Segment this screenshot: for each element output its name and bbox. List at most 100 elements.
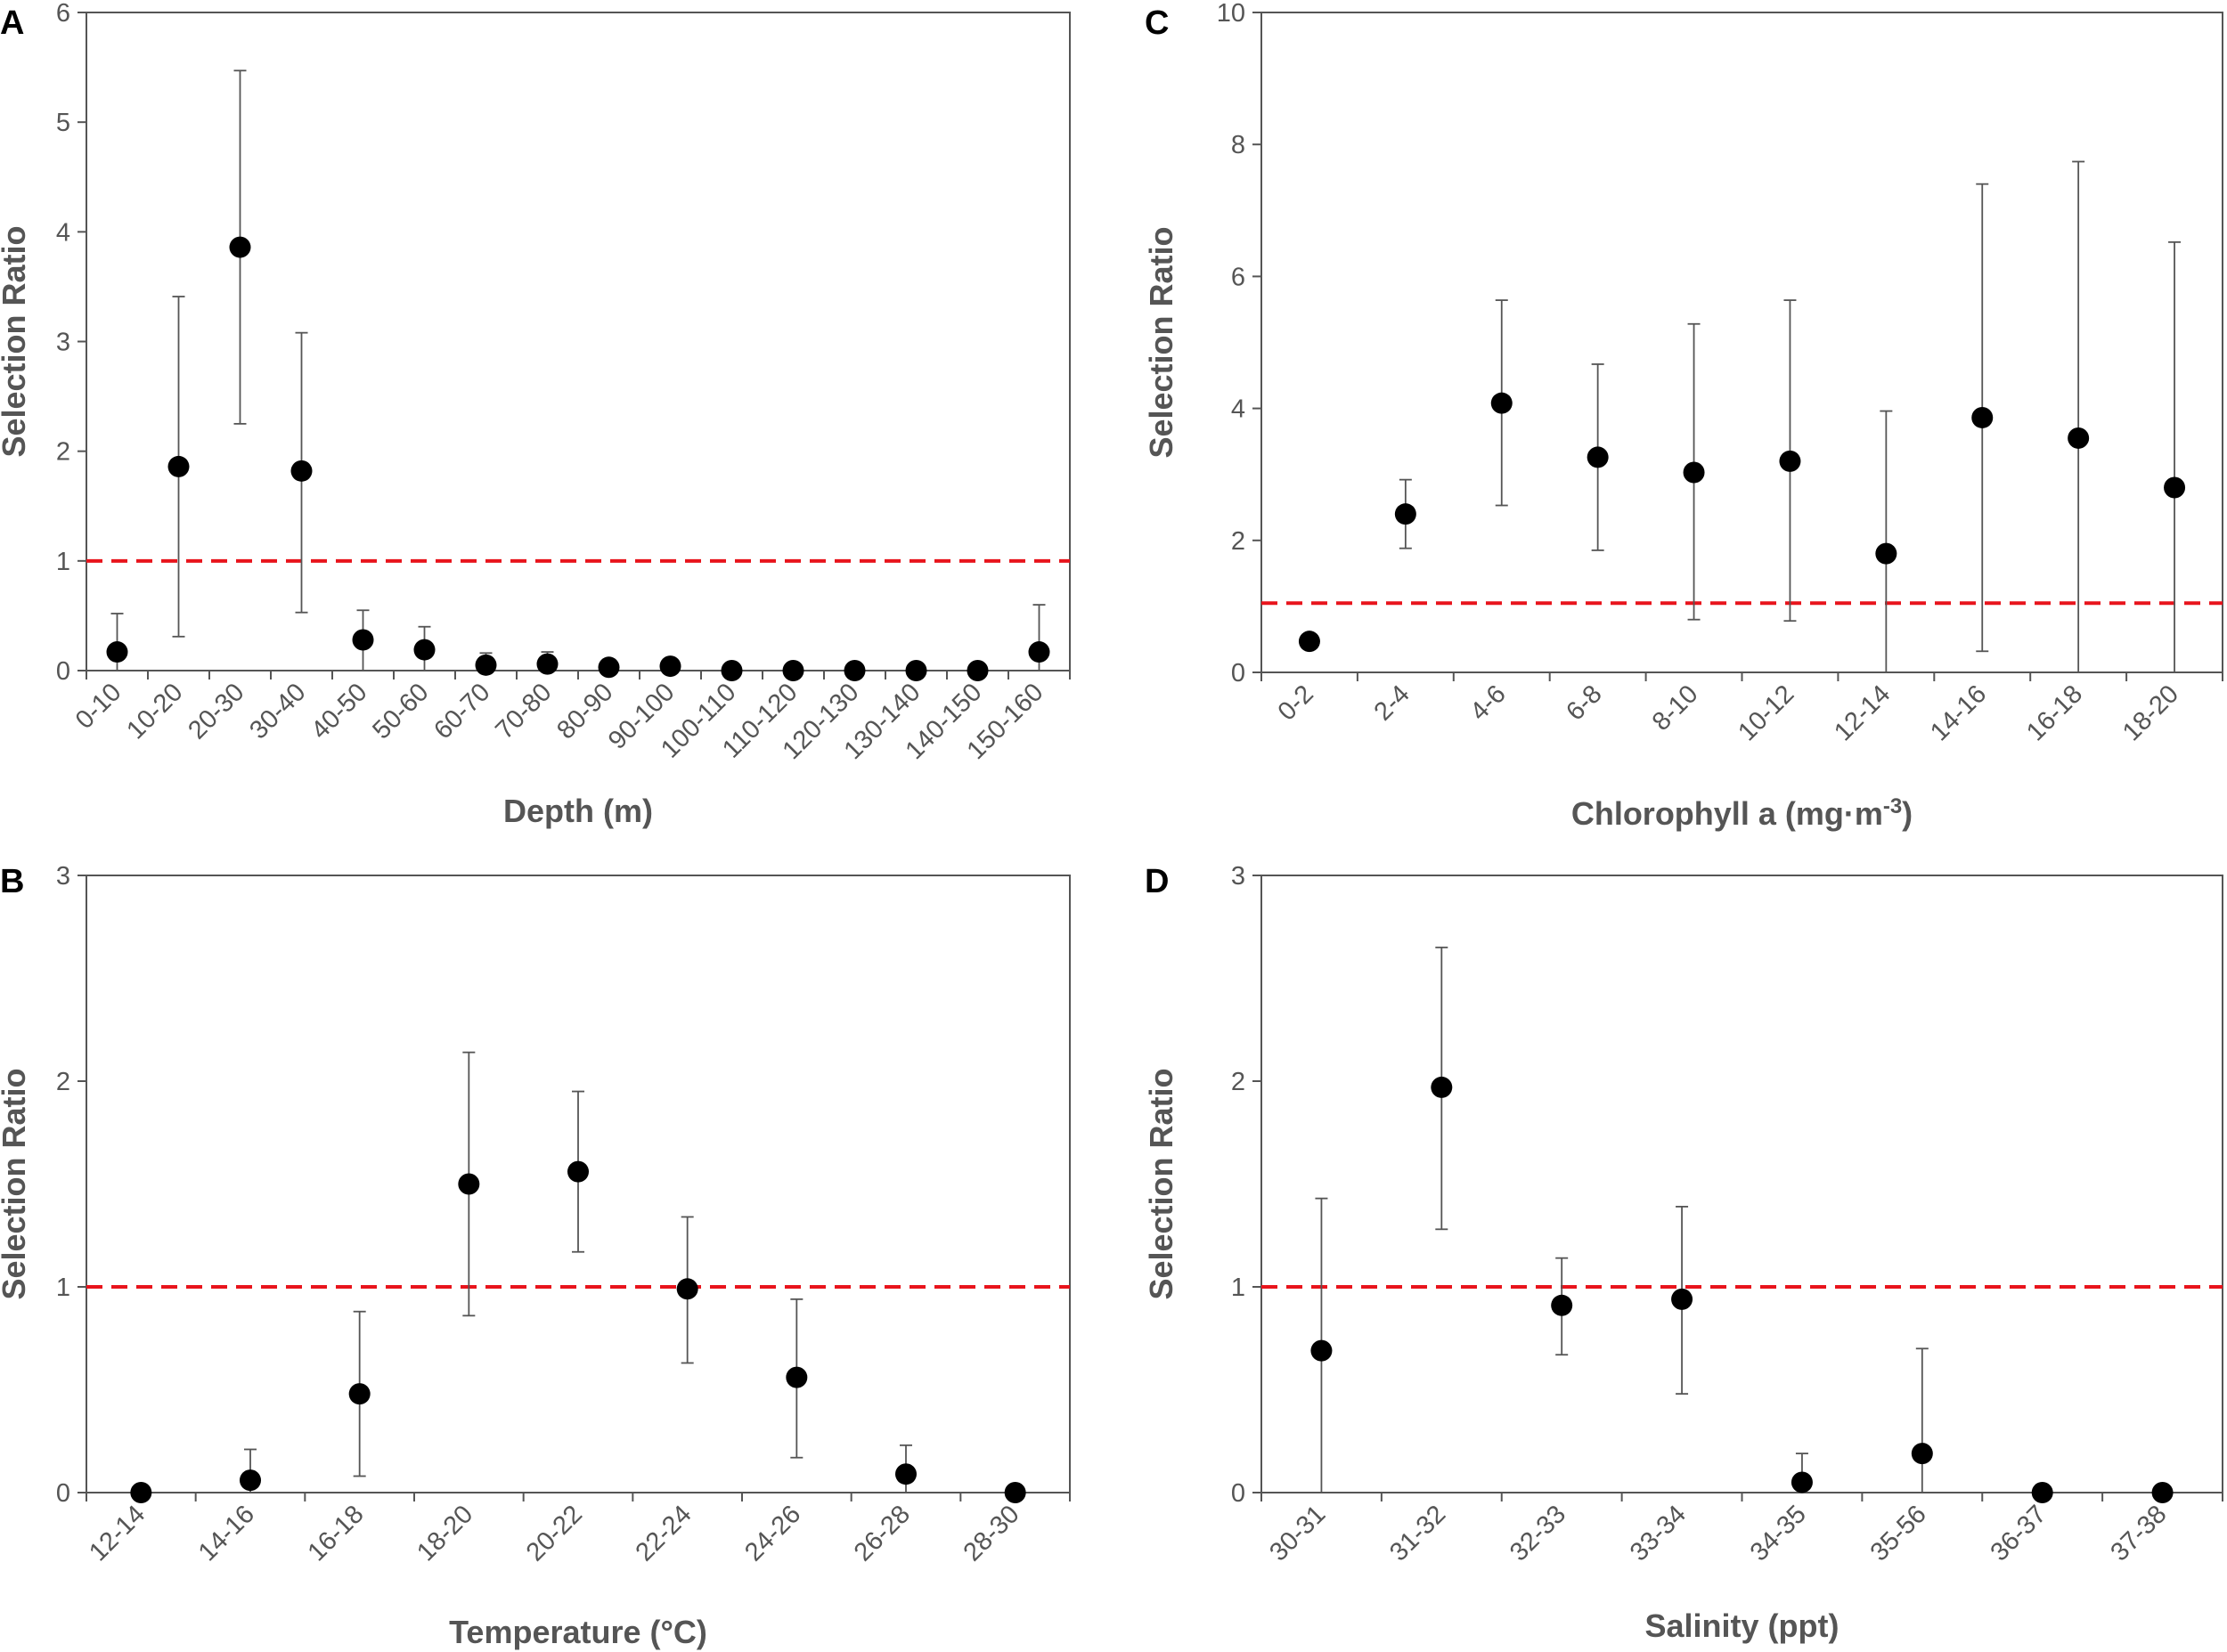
data-point	[844, 660, 866, 681]
x-tick-label: 12-14	[1829, 680, 1896, 746]
data-point	[1779, 450, 1801, 472]
y-tick-label: 3	[56, 862, 70, 891]
plot-area-frame	[1260, 875, 2223, 1493]
data-point	[786, 1366, 808, 1388]
y-tick-label: 0	[56, 1479, 70, 1508]
x-tick-label: 40-50	[306, 678, 372, 745]
data-point	[240, 1469, 261, 1492]
data-point	[1587, 446, 1609, 468]
x-tick-label: 31-32	[1384, 1500, 1451, 1567]
y-tick-label: 1	[56, 1274, 70, 1302]
y-tick-label: 0	[1231, 659, 1245, 688]
x-axis-title: Chlorophyll a (mg·m-3)	[1571, 794, 1913, 833]
data-point	[2031, 1482, 2053, 1503]
data-point	[1028, 641, 1050, 663]
data-point	[967, 660, 989, 681]
error-bar	[2072, 160, 2085, 672]
data-point	[229, 236, 251, 258]
x-tick-label: 24-26	[739, 1500, 806, 1567]
data-point	[598, 656, 620, 679]
y-tick-label: 2	[56, 438, 70, 467]
data-point	[536, 653, 559, 675]
data-point	[1298, 631, 1320, 653]
panel-label: A	[0, 4, 24, 42]
data-point	[348, 1383, 371, 1405]
panel-label: B	[0, 863, 24, 900]
x-tick-label: 16-18	[303, 1500, 370, 1567]
data-point	[659, 655, 681, 678]
x-tick-label: 35-56	[1865, 1500, 1932, 1567]
error-bar	[1880, 410, 1893, 672]
y-tick-label: 4	[1231, 395, 1245, 424]
x-tick-label: 0-2	[1273, 680, 1319, 726]
panel-B: 0 1 2 3 12-14 14-16 16-18 18-20 20-22 22-24 24-26 2…	[0, 862, 1071, 1650]
data-point	[475, 654, 497, 676]
x-tick-label: 20-30	[183, 678, 249, 745]
x-tick-label: 22-24	[631, 1500, 697, 1567]
x-tick-label: 8-10	[1647, 680, 1704, 736]
data-point	[2151, 1482, 2174, 1503]
x-tick-label: 32-33	[1505, 1500, 1571, 1567]
data-point	[1971, 406, 1994, 428]
y-tick-label: 6	[1231, 263, 1245, 291]
x-tick-label: 14-16	[1925, 680, 1992, 746]
data-point	[130, 1482, 152, 1503]
y-axis-title: Selection Ratio	[1143, 1068, 1179, 1299]
panel-C: 0 2 4 6 8 10 0-2 2-4 4-6 6-8 8-10 10-12 12-14 14-16 16…	[1143, 0, 2223, 832]
data-point	[458, 1173, 480, 1195]
x-tick-label: 36-37	[1986, 1500, 2052, 1567]
y-tick-label: 0	[1231, 1479, 1245, 1508]
x-axis-title-superscript: -3	[1883, 794, 1902, 818]
panel-D: 0 1 2 3 30-31 31-32 32-33 33-34 34-35 35-56 36-37 3…	[1143, 862, 2223, 1644]
x-tick-label: 37-38	[2105, 1500, 2172, 1567]
x-tick-label: 30-40	[244, 678, 311, 745]
data-point	[567, 1160, 589, 1183]
data-point	[1683, 461, 1705, 484]
data-point	[106, 641, 128, 663]
error-bar	[1915, 1347, 1929, 1493]
y-tick-label: 6	[56, 0, 70, 28]
data-point	[1551, 1294, 1573, 1316]
x-tick-label: 18-20	[412, 1500, 478, 1567]
y-tick-label: 1	[56, 548, 70, 576]
x-tick-label: 18-20	[2117, 680, 2184, 746]
x-tick-label: 20-22	[521, 1500, 588, 1567]
y-axis-title: Selection Ratio	[0, 225, 32, 457]
x-tick-label: 2-4	[1369, 680, 1415, 726]
panel-label: D	[1145, 863, 1169, 900]
data-point	[1911, 1443, 1933, 1465]
y-tick-label: 8	[1231, 131, 1245, 159]
plot-area-frame	[86, 12, 1071, 671]
x-tick-label: 26-28	[849, 1500, 916, 1567]
y-tick-label: 5	[56, 109, 70, 137]
data-point	[2068, 427, 2090, 449]
data-point	[676, 1278, 698, 1300]
x-tick-label: 0-10	[70, 678, 127, 735]
data-point	[1490, 392, 1513, 414]
y-tick-label: 10	[1217, 0, 1245, 28]
x-axis-title: Depth (m)	[503, 793, 653, 829]
x-tick-label: 70-80	[490, 678, 557, 745]
data-point	[290, 460, 313, 482]
y-tick-label: 2	[56, 1068, 70, 1096]
data-point	[905, 660, 927, 681]
y-tick-label: 1	[1231, 1274, 1245, 1302]
error-bar	[2168, 240, 2182, 672]
data-point	[782, 660, 804, 681]
y-tick-label: 2	[1231, 1068, 1245, 1096]
data-point	[1791, 1471, 1813, 1493]
data-point	[721, 660, 743, 681]
y-tick-label: 3	[56, 329, 70, 357]
panel-label: C	[1145, 4, 1169, 42]
data-point	[413, 639, 436, 661]
x-tick-label: 28-30	[959, 1500, 1025, 1567]
data-point	[2164, 476, 2186, 499]
data-point	[1004, 1482, 1026, 1503]
data-point	[1431, 1076, 1453, 1098]
x-tick-label: 10-20	[121, 678, 188, 745]
y-tick-label: 3	[1231, 862, 1245, 891]
y-tick-label: 0	[56, 657, 70, 686]
x-tick-label: 6-8	[1561, 680, 1607, 726]
x-tick-label: 12-14	[84, 1500, 151, 1567]
